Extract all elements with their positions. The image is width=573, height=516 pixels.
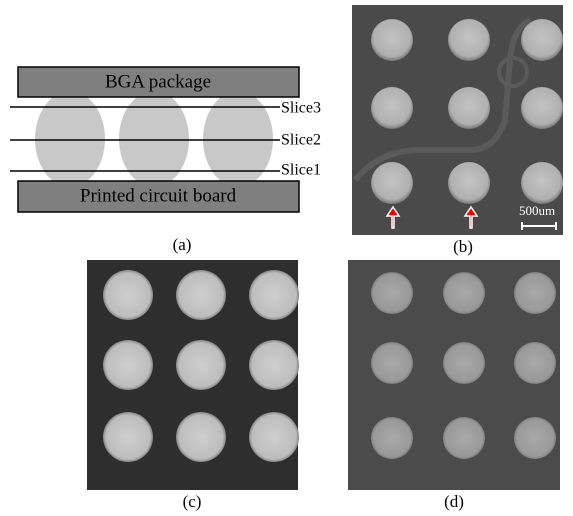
ball-slice [249, 270, 299, 320]
solder-ball [119, 91, 189, 187]
ball-slice [249, 412, 299, 462]
diagram: BGA package Printed circuit board Slice3… [10, 67, 321, 212]
ball-slice [371, 342, 413, 384]
ball-slice [103, 412, 153, 462]
ball-slice [514, 272, 556, 314]
figure: BGA package Printed circuit board Slice3… [0, 0, 573, 516]
ball-slice [448, 19, 490, 61]
ball-slice [521, 162, 563, 204]
ball-slice [521, 19, 563, 61]
ball-slice [514, 417, 556, 459]
ball-slice [443, 342, 485, 384]
ball-slice [448, 162, 490, 204]
ball-slice [249, 340, 299, 390]
ball-slice [103, 340, 153, 390]
panel-label: (b) [453, 237, 473, 256]
ball-slice [371, 272, 413, 314]
ball-slice [371, 417, 413, 459]
ball-slice [176, 270, 226, 320]
slice-label: Slice3 [281, 100, 321, 117]
pcb-label: Printed circuit board [80, 185, 237, 206]
ball-slice [176, 412, 226, 462]
ball-slice [176, 340, 226, 390]
ball-slice [103, 270, 153, 320]
ball-slice [443, 417, 485, 459]
slice-label: Slice2 [281, 132, 321, 149]
slice-label: Slice1 [281, 162, 321, 179]
ball-slice [371, 19, 413, 61]
ball-slice [514, 342, 556, 384]
ball-slice [521, 87, 563, 129]
ball-slice [443, 272, 485, 314]
solder-ball [35, 91, 105, 187]
solder-ball [203, 91, 273, 187]
panel-label: (c) [183, 492, 202, 511]
panel-label: (a) [173, 235, 192, 254]
scale-label: 500um [519, 203, 555, 218]
ball-slice [371, 162, 413, 204]
ball-slice [371, 87, 413, 129]
package-label: BGA package [105, 71, 211, 92]
ball-slice [448, 87, 490, 129]
panel-label: (d) [444, 492, 464, 511]
